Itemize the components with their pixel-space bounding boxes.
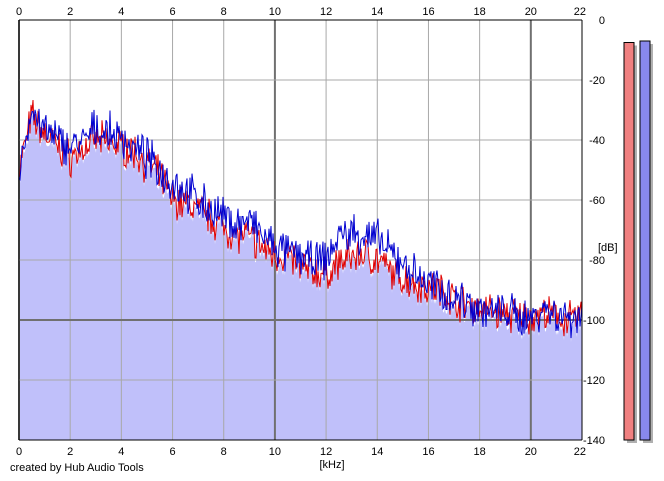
x-tick-label-bottom-0: 0	[16, 446, 22, 458]
y-tick-label-4: -80	[589, 255, 605, 267]
x-tick-label-top-2: 4	[118, 6, 124, 18]
x-tick-label-bottom-6: 12	[320, 446, 332, 458]
x-tick-label-bottom-9: 18	[474, 446, 486, 458]
x-tick-label-top-6: 12	[320, 6, 332, 18]
y-tick-label-2: -40	[589, 135, 605, 147]
series-right-channel-line	[18, 108, 583, 339]
x-tick-label-top-3: 6	[169, 6, 175, 18]
x-tick-label-bottom-8: 16	[422, 446, 434, 458]
x-tick-label-bottom-1: 2	[67, 446, 73, 458]
spectrum-fill-area	[19, 115, 582, 440]
y-tick-label-7: -140	[583, 435, 605, 447]
x-tick-label-bottom-5: 10	[269, 446, 281, 458]
x-tick-label-top-7: 14	[371, 6, 383, 18]
left-level-meter	[623, 42, 635, 441]
y-tick-label-1: -20	[589, 75, 605, 87]
x-tick-label-top-1: 2	[67, 6, 73, 18]
x-tick-label-top-4: 8	[221, 6, 227, 18]
y-tick-label-0: 0	[599, 15, 605, 27]
x-tick-label-bottom-4: 8	[221, 446, 227, 458]
x-tick-label-bottom-11: 22	[574, 446, 586, 458]
x-tick-label-bottom-7: 14	[371, 446, 383, 458]
x-axis-label: [kHz]	[319, 459, 344, 471]
x-tick-label-bottom-3: 6	[169, 446, 175, 458]
x-tick-label-bottom-2: 4	[118, 446, 124, 458]
y-tick-label-3: -60	[589, 195, 605, 207]
y-tick-label-5: -100	[583, 315, 605, 327]
x-tick-label-top-5: 10	[269, 6, 281, 18]
x-tick-label-top-10: 20	[525, 6, 537, 18]
y-tick-label-6: -120	[583, 375, 605, 387]
x-tick-label-bottom-10: 20	[525, 446, 537, 458]
credit-text: created by Hub Audio Tools	[10, 462, 144, 474]
right-level-meter	[639, 40, 651, 441]
x-tick-label-top-9: 18	[474, 6, 486, 18]
x-tick-label-top-8: 16	[422, 6, 434, 18]
y-axis-label: [dB]	[598, 242, 618, 254]
x-tick-label-top-0: 0	[16, 6, 22, 18]
x-tick-label-top-11: 22	[574, 6, 586, 18]
